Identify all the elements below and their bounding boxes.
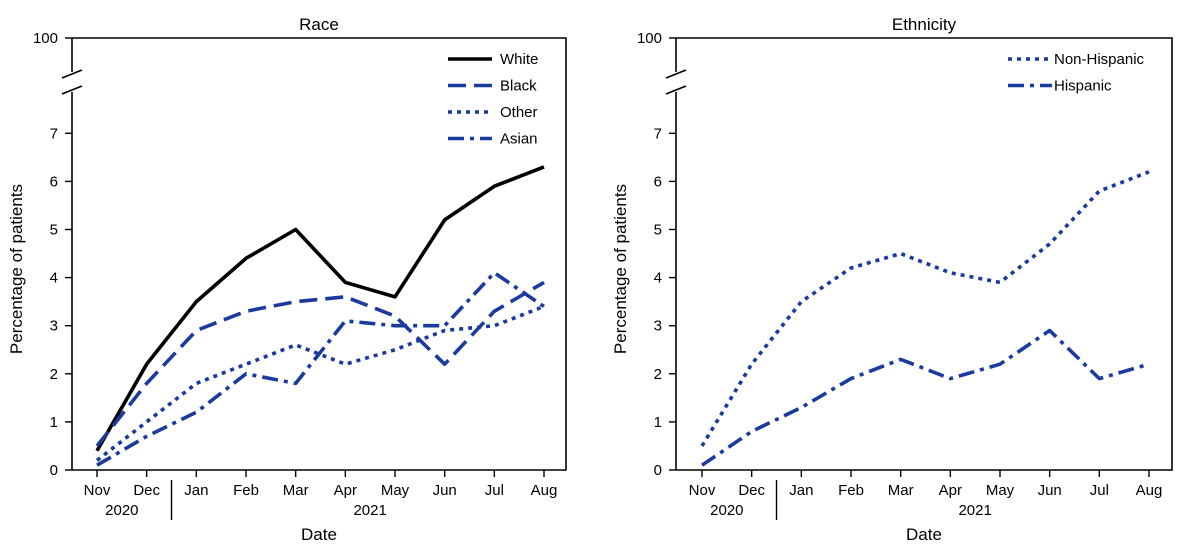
- y-tick-label: 4: [50, 270, 58, 287]
- y-tick-label: 2: [50, 366, 58, 383]
- year-label: 2020: [710, 502, 743, 519]
- legend-label: Non-Hispanic: [1054, 51, 1145, 68]
- y-tick-label: 2: [654, 366, 662, 383]
- y-tick-label: 5: [654, 222, 662, 239]
- x-axis-label: Date: [906, 525, 942, 544]
- x-tick-label: Mar: [283, 482, 309, 499]
- y-tick-label: 100: [33, 30, 58, 47]
- y-tick-label: 1: [654, 414, 662, 431]
- x-tick-label: Jun: [1038, 482, 1062, 499]
- x-tick-label: Apr: [939, 482, 962, 499]
- y-tick-label: 4: [654, 270, 662, 287]
- x-tick-label: May: [986, 482, 1015, 499]
- axis-break-mark: [665, 85, 687, 95]
- year-label: 2021: [353, 502, 386, 519]
- y-tick-label: 5: [50, 222, 58, 239]
- x-tick-label: Apr: [334, 482, 357, 499]
- year-label: 2021: [958, 502, 991, 519]
- axis-break-mark: [665, 69, 687, 79]
- series-line-asian: [96, 270, 546, 467]
- y-tick-label: 1: [50, 414, 58, 431]
- y-tick-label: 7: [50, 125, 58, 142]
- x-tick-label: Jul: [1090, 482, 1109, 499]
- x-tick-label: Aug: [1136, 482, 1163, 499]
- x-tick-label: Feb: [233, 482, 259, 499]
- chart-title: Race: [299, 15, 339, 34]
- series-line-non-hispanic: [700, 170, 1150, 447]
- y-tick-label: 3: [654, 318, 662, 335]
- series-line-other: [95, 304, 545, 462]
- x-tick-label: Dec: [133, 482, 160, 499]
- y-tick-label: 0: [654, 462, 662, 479]
- y-tick-label: 100: [637, 30, 662, 47]
- x-tick-label: Jun: [433, 482, 457, 499]
- plot-frame: [676, 37, 1173, 471]
- series-line-hispanic: [700, 328, 1150, 467]
- y-tick-label: 0: [50, 462, 58, 479]
- y-tick-label: 7: [654, 125, 662, 142]
- x-tick-label: Aug: [531, 482, 558, 499]
- x-tick-label: Nov: [84, 482, 111, 499]
- x-tick-label: Mar: [888, 482, 914, 499]
- series-line-black: [95, 280, 545, 448]
- year-label: 2020: [105, 502, 138, 519]
- series-line-white: [95, 165, 545, 452]
- legend-label: Hispanic: [1054, 78, 1112, 95]
- x-tick-label: Dec: [738, 482, 765, 499]
- x-tick-label: Jan: [789, 482, 813, 499]
- chart-title: Ethnicity: [892, 15, 957, 34]
- x-tick-label: May: [381, 482, 410, 499]
- legend-label: Black: [500, 78, 537, 95]
- chart-panel-1: Ethnicity 0 1 2 3 4 5 6 7 100 Percentage of patien…: [611, 15, 1173, 544]
- x-tick-label: Nov: [689, 482, 716, 499]
- x-tick-label: Jan: [184, 482, 208, 499]
- chart-panel-0: Race 0 1 2 3 4 5 6 7 100 Percentage of patients Nov…: [7, 15, 567, 544]
- plot-frame: [72, 37, 567, 471]
- axis-break-mark: [61, 69, 83, 79]
- legend-label: Other: [500, 104, 538, 121]
- y-tick-label: 6: [50, 173, 58, 190]
- y-axis-label: Percentage of patients: [7, 184, 26, 354]
- x-tick-label: Feb: [838, 482, 864, 499]
- y-tick-label: 3: [50, 318, 58, 335]
- x-tick-label: Jul: [485, 482, 504, 499]
- legend-label: White: [500, 51, 538, 68]
- legend-label: Asian: [500, 131, 538, 148]
- y-axis-label: Percentage of patients: [611, 184, 630, 354]
- y-tick-label: 6: [654, 173, 662, 190]
- x-axis-label: Date: [301, 525, 337, 544]
- axis-break-mark: [61, 85, 83, 95]
